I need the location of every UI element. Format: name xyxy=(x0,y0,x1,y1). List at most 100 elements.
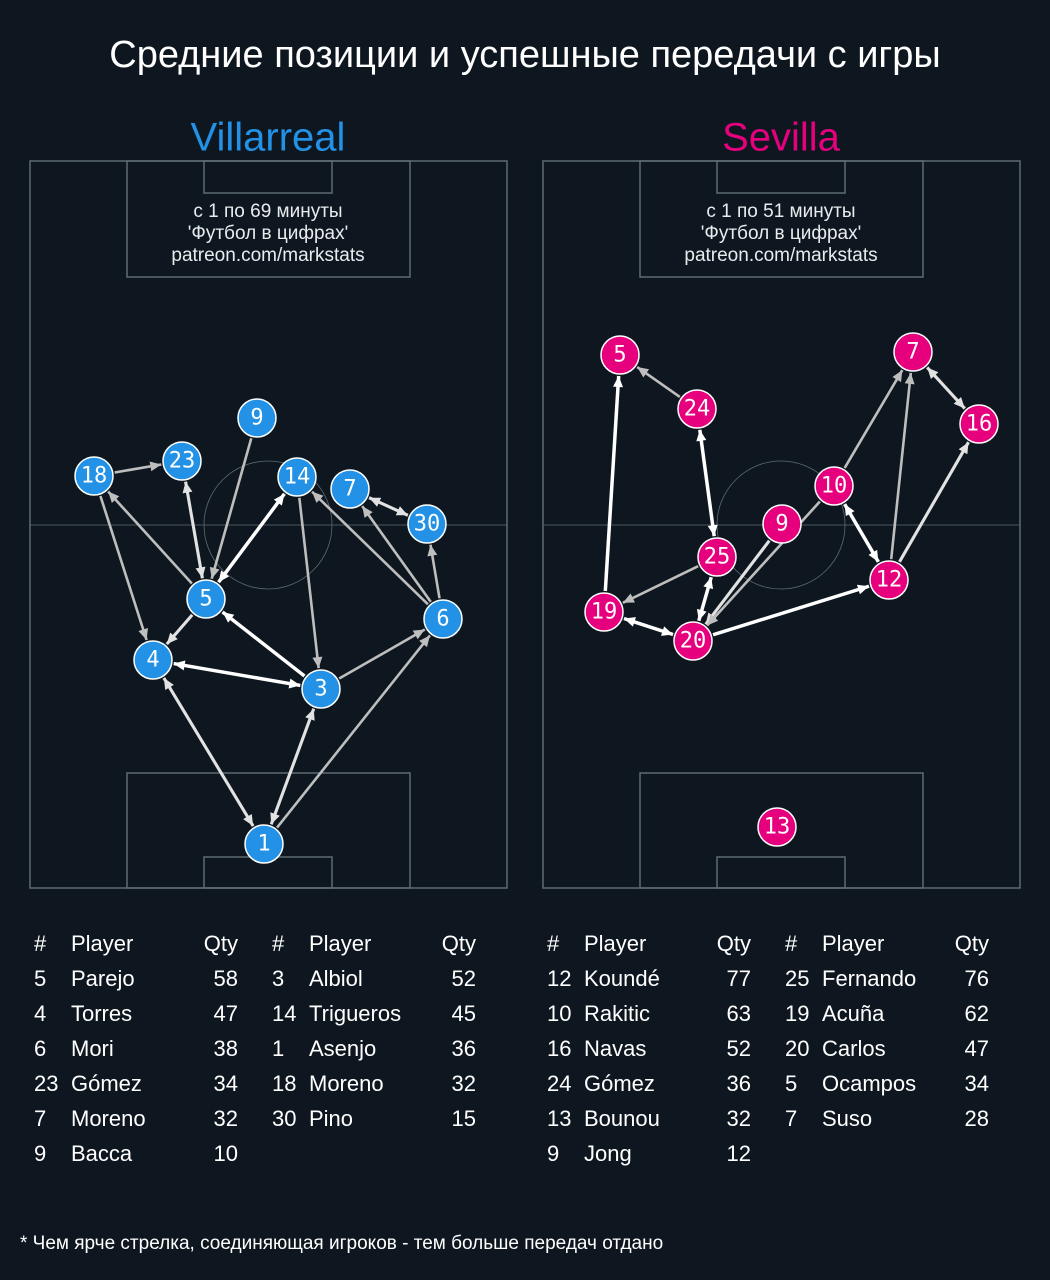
node-number: 1 xyxy=(257,832,270,857)
table-cell: 12 xyxy=(547,966,571,991)
node-number: 9 xyxy=(775,512,788,537)
table-cell: Trigueros xyxy=(309,1001,401,1026)
node-circle xyxy=(330,469,370,509)
arrowhead xyxy=(707,524,718,537)
note: patreon.com/markstats xyxy=(684,245,877,266)
pass-arrow xyxy=(107,490,193,585)
arrowhead xyxy=(305,708,315,721)
note: 'Футбол в цифрах' xyxy=(701,223,861,244)
node-circle xyxy=(162,441,202,481)
table-header: Player xyxy=(71,931,133,956)
player-node node: 12 xyxy=(869,560,909,600)
table-header: Player xyxy=(584,931,646,956)
table-cell: 7 xyxy=(785,1106,797,1131)
table-cell: 23 xyxy=(34,1071,58,1096)
arrow-shaft xyxy=(221,610,306,678)
arrow-shaft xyxy=(184,481,204,579)
table-cell: Moreno xyxy=(71,1106,146,1131)
node-number: 16 xyxy=(966,412,993,437)
arrowhead xyxy=(362,506,373,518)
arrowhead xyxy=(856,584,869,595)
table-cell: Gómez xyxy=(71,1071,142,1096)
pass-arrow xyxy=(114,461,162,474)
player-node node: 25 xyxy=(697,537,737,577)
pitch-line xyxy=(716,856,846,889)
table-cell: 20 xyxy=(785,1036,809,1061)
table-cell: Mori xyxy=(71,1036,114,1061)
table-cell: 24 xyxy=(547,1071,571,1096)
centre-circle xyxy=(203,460,333,590)
node-circle xyxy=(869,560,909,600)
table-cell: 36 xyxy=(727,1071,751,1096)
player-node node: 9 xyxy=(762,504,802,544)
pass-arrow xyxy=(696,576,714,622)
player-node node: 19 xyxy=(584,592,624,632)
arrow-shaft xyxy=(311,490,429,606)
pitch xyxy=(29,160,508,889)
node-number: 23 xyxy=(169,449,196,474)
table-header: Qty xyxy=(717,931,751,956)
arrowhead xyxy=(622,593,635,603)
table-cell: 9 xyxy=(547,1141,559,1166)
node-number: 6 xyxy=(436,607,449,632)
arrow-shaft xyxy=(898,441,970,563)
arrow-shaft xyxy=(298,497,320,669)
note: с 1 по 51 минуты xyxy=(706,201,855,222)
arrowhead xyxy=(844,504,855,517)
node-circle xyxy=(407,504,447,544)
table-cell: 76 xyxy=(965,966,989,991)
player-node node: 13 xyxy=(757,807,797,847)
node-circle xyxy=(277,457,317,497)
table-cell: 25 xyxy=(785,966,809,991)
pass-arrow xyxy=(603,375,624,592)
arrowhead xyxy=(395,506,408,516)
pass-arrow xyxy=(636,365,681,399)
table-cell: 63 xyxy=(727,1001,751,1026)
table-cell: Parejo xyxy=(71,966,135,991)
arrowhead xyxy=(696,429,707,442)
table-cell: 34 xyxy=(214,1071,238,1096)
pass-arrow xyxy=(696,429,718,537)
table-cell: Acuña xyxy=(822,1001,885,1026)
node-number: 7 xyxy=(343,477,356,502)
table-header: # xyxy=(34,931,47,956)
table-cell: 32 xyxy=(214,1106,238,1131)
node-circle xyxy=(74,456,114,496)
node-number: 19 xyxy=(591,600,618,625)
player-node node: 9 xyxy=(237,398,277,438)
table-header: Qty xyxy=(204,931,238,956)
arrowhead xyxy=(163,677,174,690)
pass-arrow xyxy=(898,441,970,563)
table-cell: 52 xyxy=(452,966,476,991)
pass-arrow xyxy=(298,497,323,669)
player-node node: 7 xyxy=(330,469,370,509)
arrowhead xyxy=(953,397,965,409)
table-cell: 1 xyxy=(272,1036,284,1061)
arrow-shaft xyxy=(173,661,301,688)
table-cell: Torres xyxy=(71,1001,132,1026)
pass-arrow xyxy=(162,677,255,827)
arrowhead xyxy=(904,372,915,385)
node-number: 14 xyxy=(284,465,311,490)
note: patreon.com/markstats xyxy=(171,245,364,266)
table-cell: 36 xyxy=(452,1036,476,1061)
table-cell: Bacca xyxy=(71,1141,133,1166)
table-header: # xyxy=(547,931,560,956)
table-cell: 14 xyxy=(272,1001,296,1026)
pitch-line xyxy=(203,160,333,194)
arrow-shaft xyxy=(269,708,316,825)
table-header: Qty xyxy=(442,931,476,956)
player-node node: 16 xyxy=(959,404,999,444)
pass-arrow xyxy=(427,544,441,599)
arrowhead xyxy=(927,367,939,379)
node-circle xyxy=(423,599,463,639)
arrowhead xyxy=(707,613,719,626)
arrow-shaft xyxy=(698,429,716,537)
arrow-shaft xyxy=(361,505,432,603)
footnote: * Чем ярче стрелка, соединяющая игроков … xyxy=(20,1233,663,1254)
arrow-shaft xyxy=(210,437,253,580)
pass-arrow xyxy=(361,505,432,603)
table-cell: Koundé xyxy=(584,966,660,991)
table-cell: 77 xyxy=(727,966,751,991)
